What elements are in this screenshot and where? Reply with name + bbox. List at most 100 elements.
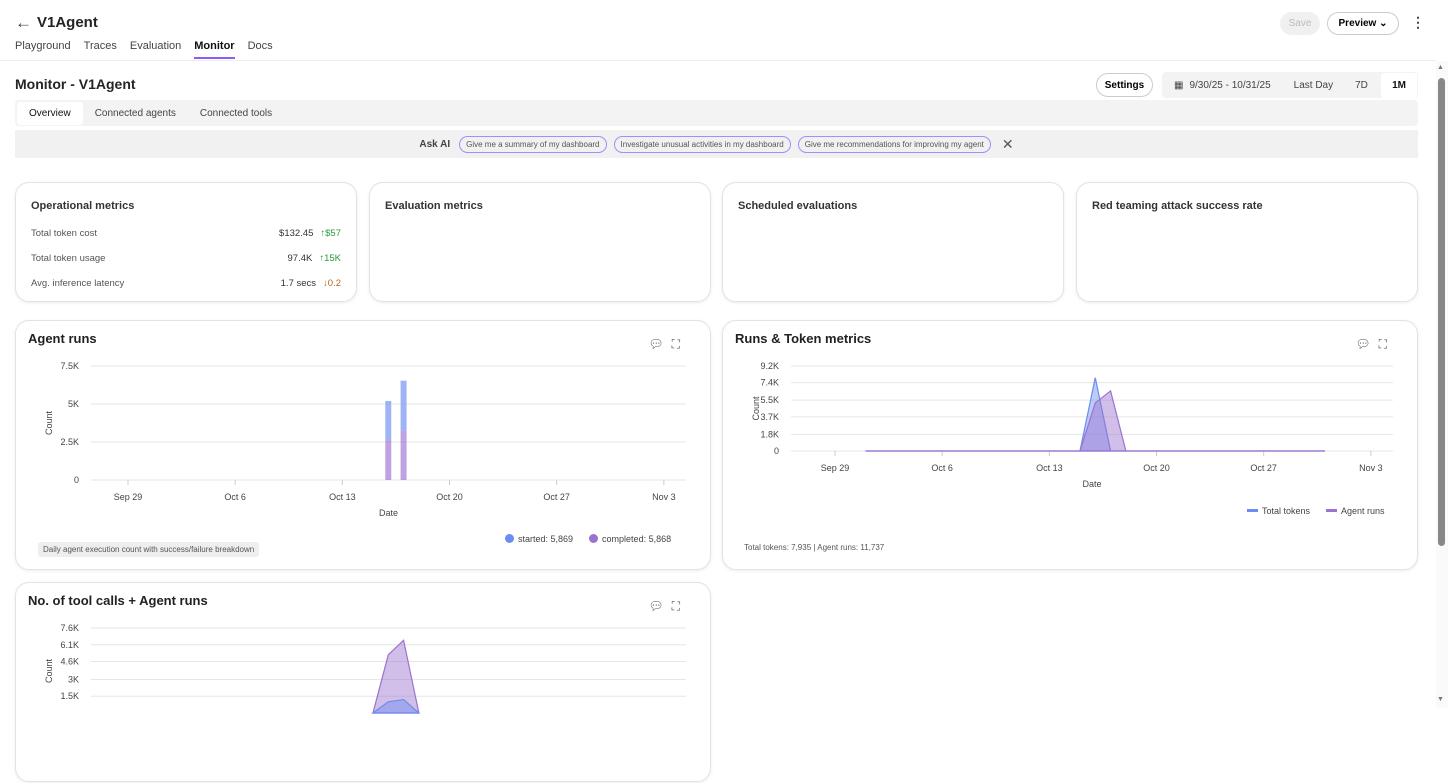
y-tick-label: 0 — [74, 475, 79, 485]
ask-ai-chip-recommendations[interactable]: Give me recommendations for improving my… — [797, 135, 991, 153]
settings-button[interactable]: Settings — [1096, 73, 1153, 97]
metric-value: 1.7 secs — [280, 278, 317, 289]
runs-token-chart: 0 1.8K 3.7K 5.5K 7.4K 9.2K Count Sep 29 Oct 6 Oct… — [751, 361, 1393, 489]
y-tick-label: 6.1K — [60, 640, 79, 650]
metric-label: Total token usage — [31, 253, 106, 264]
date-range-selector: ▦ 9/30/25 - 10/31/25 Last Day 7D 1M — [1162, 72, 1418, 98]
ask-ai-chat-icon[interactable]: 💬︎ — [648, 599, 664, 613]
tab-monitor[interactable]: Monitor — [194, 40, 235, 59]
expand-icon[interactable]: ⛶ — [1378, 337, 1387, 351]
save-button[interactable]: Save — [1280, 12, 1320, 35]
preview-button[interactable]: Preview ⌄ — [1327, 12, 1399, 35]
scroll-down-icon[interactable]: ▼ — [1437, 696, 1444, 703]
x-tick-label: Oct 20 — [436, 492, 463, 502]
subtab-connected-tools[interactable]: Connected tools — [199, 107, 273, 119]
ask-ai-chip-summary[interactable]: Give me a summary of my dashboard — [459, 135, 607, 153]
nav-tabs: Playground Traces Evaluation Monitor Doc… — [15, 40, 273, 59]
operational-metrics-card: Operational metrics Total token cost $13… — [15, 182, 357, 302]
chart-footer: Total tokens: 7,935 | Agent runs: 11,737 — [744, 543, 885, 552]
x-axis-label: Date — [379, 508, 398, 518]
y-tick-label: 1.5K — [60, 691, 79, 701]
red-teaming-card: Red teaming attack success rate — [1076, 182, 1418, 302]
metric-row-token-cost: Total token cost $132.45 ↑$57 — [31, 228, 341, 239]
ask-ai-label: Ask AI — [419, 138, 451, 150]
card-title: Red teaming attack success rate — [1092, 200, 1263, 212]
arrow-left-icon[interactable]: ← — [15, 13, 32, 32]
agent-runs-chart: 0 2.5K 5K 7.5K Count Sep 29 Oct 6 Oct 13 Oct 20 O… — [44, 361, 686, 518]
y-axis-label: Count — [751, 396, 761, 421]
ask-ai-chip-investigate[interactable]: Investigate unusual activities in my das… — [613, 135, 791, 153]
x-tick-label: Oct 6 — [931, 463, 953, 473]
scroll-up-icon[interactable]: ▲ — [1437, 64, 1444, 71]
more-options-icon[interactable]: ⋮ — [1411, 14, 1425, 30]
y-tick-label: 7.6K — [60, 623, 79, 633]
date-range[interactable]: 9/30/25 - 10/31/25 — [1189, 79, 1271, 91]
bar-started — [400, 380, 407, 431]
card-title: Operational metrics — [31, 200, 135, 212]
page-title: Monitor - V1Agent — [15, 76, 136, 92]
expand-icon[interactable]: ⛶ — [671, 599, 680, 613]
x-tick-label: Oct 6 — [224, 492, 246, 502]
metric-value: 97.4K — [287, 253, 313, 264]
y-tick-label: 2.5K — [60, 437, 79, 447]
chart-legend: started: 5,869 completed: 5,868 — [505, 534, 671, 544]
metric-row-latency: Avg. inference latency 1.7 secs ↓0.2 — [31, 278, 341, 289]
bar-completed — [400, 430, 407, 480]
legend-total-tokens: Total tokens — [1247, 506, 1310, 516]
x-axis-label: Date — [1082, 479, 1101, 489]
legend-agent-runs: Agent runs — [1326, 506, 1385, 516]
metric-delta: ↑$57 — [320, 228, 341, 239]
metric-label: Avg. inference latency — [31, 278, 125, 289]
y-tick-label: 7.4K — [760, 378, 779, 388]
y-tick-label: 5.5K — [760, 395, 779, 405]
metric-label: Total token cost — [31, 228, 98, 239]
subtab-connected-agents[interactable]: Connected agents — [94, 107, 176, 119]
area-agent-runs — [865, 389, 1325, 452]
legend-started: started: 5,869 — [505, 534, 573, 544]
metric-delta: ↓0.2 — [323, 278, 341, 289]
x-tick-label: Oct 27 — [543, 492, 570, 502]
tab-traces[interactable]: Traces — [83, 40, 117, 52]
card-title: Scheduled evaluations — [738, 200, 858, 212]
x-tick-label: Oct 27 — [1250, 463, 1277, 473]
expand-icon[interactable]: ⛶ — [671, 337, 680, 351]
y-tick-label: 9.2K — [760, 361, 779, 371]
x-tick-label: Nov 3 — [652, 492, 676, 502]
metric-value: $132.45 — [279, 228, 314, 239]
x-tick-label: Nov 3 — [1359, 463, 1383, 473]
y-tick-label: 0 — [774, 446, 779, 456]
y-axis-label: Count — [44, 659, 54, 684]
subtabs: Overview Connected agents Connected tool… — [15, 100, 1418, 126]
calendar-icon: ▦ — [1174, 79, 1184, 91]
y-tick-label: 3.7K — [760, 412, 779, 422]
scrollbar-thumb[interactable] — [1438, 78, 1445, 546]
y-tick-label: 4.6K — [60, 657, 79, 667]
range-1m[interactable]: 1M — [1381, 72, 1417, 98]
ask-ai-chat-icon[interactable]: 💬︎ — [1355, 337, 1371, 351]
ask-ai-chat-icon[interactable]: 💬︎ — [648, 337, 664, 351]
metric-delta: ↑15K — [319, 253, 341, 264]
range-last-day[interactable]: Last Day — [1293, 79, 1334, 91]
tab-docs[interactable]: Docs — [247, 40, 273, 52]
ask-ai-bar: Ask AI Give me a summary of my dashboard… — [15, 130, 1418, 158]
tab-evaluation[interactable]: Evaluation — [129, 40, 182, 52]
x-tick-label: Sep 29 — [821, 463, 850, 473]
y-tick-label: 5K — [68, 399, 79, 409]
subtab-overview[interactable]: Overview — [17, 101, 83, 125]
chart-title: Agent runs — [28, 331, 97, 346]
chart-title: No. of tool calls + Agent runs — [28, 593, 208, 608]
tool-calls-card: No. of tool calls + Agent runs 💬︎ ⛶ 1.5K 3… — [15, 582, 711, 782]
x-tick-label: Oct 13 — [1036, 463, 1063, 473]
range-7d[interactable]: 7D — [1355, 79, 1368, 91]
y-axis-label: Count — [44, 411, 54, 436]
top-bar: ← V1Agent Playground Traces Evaluation M… — [0, 0, 1436, 61]
runs-token-metrics-card: Runs & Token metrics 💬︎ ⛶ 0 1.8K 3.7K 5.5K 7.… — [722, 320, 1418, 570]
app-title: V1Agent — [37, 14, 98, 31]
y-tick-label: 7.5K — [60, 361, 79, 371]
metric-row-token-usage: Total token usage 97.4K ↑15K — [31, 253, 341, 264]
close-icon[interactable]: ✕ — [1001, 135, 1014, 152]
y-tick-label: 1.8K — [760, 429, 779, 439]
x-tick-label: Oct 20 — [1143, 463, 1170, 473]
chart-description: Daily agent execution count with success… — [38, 542, 260, 557]
tab-playground[interactable]: Playground — [15, 40, 71, 52]
